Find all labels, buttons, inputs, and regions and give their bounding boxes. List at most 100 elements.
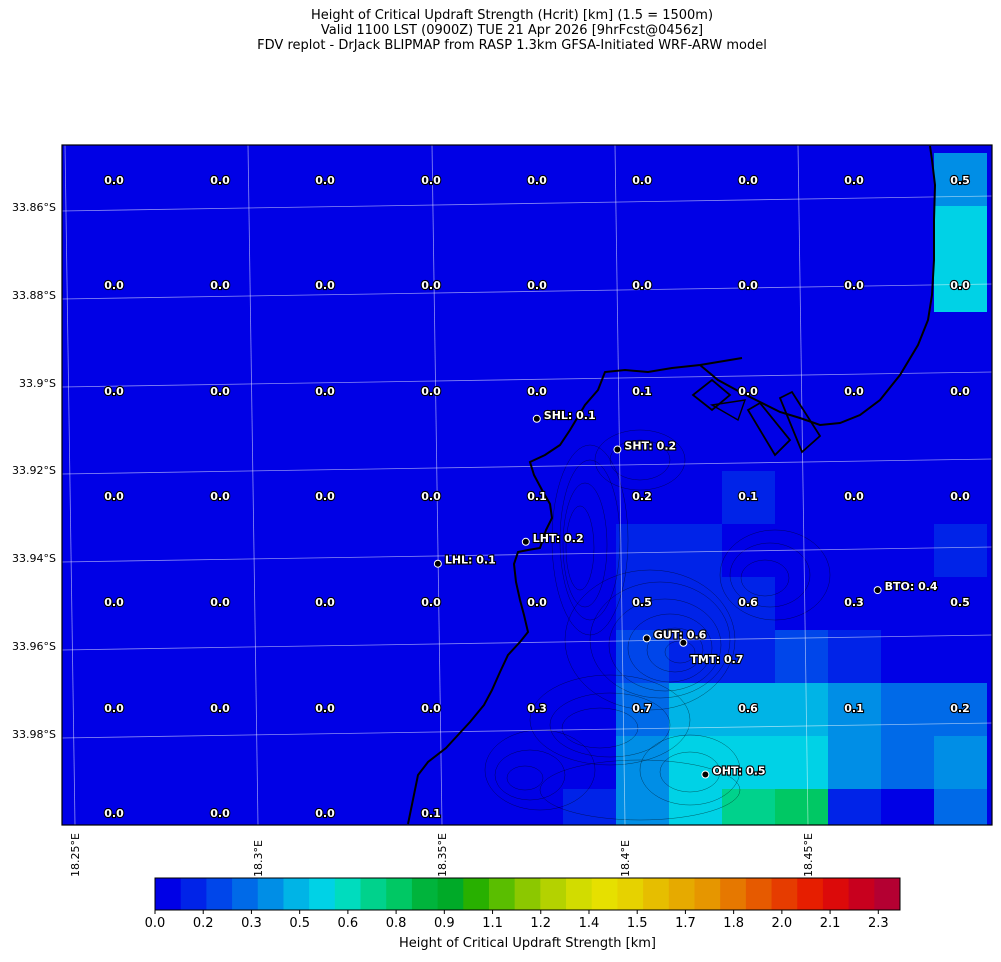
colorbar-tick-label: 1.4 xyxy=(578,916,600,931)
field-cell xyxy=(775,577,828,630)
longitude-label: 18.25°E xyxy=(69,833,82,877)
latitude-label: 33.86°S xyxy=(12,201,56,214)
latitude-label: 33.96°S xyxy=(12,640,56,653)
grid-value-label: 0.0 xyxy=(632,279,652,292)
grid-value-label: 0.1 xyxy=(632,385,652,398)
latitude-label: 33.94°S xyxy=(12,552,56,565)
grid-value-label: 0.5 xyxy=(632,596,652,609)
latitude-line xyxy=(61,458,993,475)
colorbar-swatch xyxy=(334,878,362,910)
station-label: TMT: 0.7 xyxy=(690,653,743,666)
field-cell xyxy=(934,683,987,736)
grid-value-label: 0.0 xyxy=(104,702,124,715)
station-label: SHT: 0.2 xyxy=(624,440,676,453)
grid-value-label: 0.0 xyxy=(210,702,230,715)
longitude-label: 18.35°E xyxy=(436,833,449,877)
grid-value-label: 0.0 xyxy=(104,807,124,820)
field-cell xyxy=(722,471,775,524)
station-marker xyxy=(701,770,710,779)
grid-value-label: 0.2 xyxy=(632,490,652,503)
grid-value-label: 0.6 xyxy=(738,702,758,715)
grid-value-label: 0.5 xyxy=(950,174,970,187)
colorbar-tick-label: 1.8 xyxy=(723,916,744,931)
colorbar-tick-label: 2.0 xyxy=(771,916,793,931)
station-label: LHT: 0.2 xyxy=(533,532,584,545)
colorbar-swatch xyxy=(720,878,747,910)
colorbar-swatch xyxy=(283,878,310,910)
colorbar-label: Height of Critical Updraft Strength [km] xyxy=(399,936,656,951)
colorbar-swatch xyxy=(874,878,901,910)
longitude-label: 18.4°E xyxy=(619,840,632,877)
field-cell xyxy=(669,471,722,524)
field-cell xyxy=(881,630,934,683)
colorbar-swatch xyxy=(257,878,284,910)
grid-value-label: 0.0 xyxy=(738,174,758,187)
colorbar-swatch xyxy=(668,878,695,910)
colorbar-tick-label: 2.1 xyxy=(819,916,841,931)
field-cell xyxy=(775,630,828,683)
terrain-contours xyxy=(484,429,831,821)
grid-value-label: 0.3 xyxy=(527,702,547,715)
grid-value-label: 0.0 xyxy=(315,807,335,820)
latitude-label: 33.98°S xyxy=(12,728,56,741)
field-cell xyxy=(775,789,828,825)
field-cell xyxy=(563,683,616,736)
grid-value-label: 0.0 xyxy=(844,174,864,187)
latitude-line xyxy=(61,195,993,212)
field-cell xyxy=(934,736,987,789)
colorbar-tick-label: 0.8 xyxy=(385,916,407,931)
field-cell xyxy=(563,789,616,825)
colorbar-tick-label: 0.0 xyxy=(144,916,166,931)
colorbar-tick-label: 1.2 xyxy=(530,916,552,931)
field-cell xyxy=(775,683,828,736)
grid-value-label: 0.0 xyxy=(738,279,758,292)
grid-value-label: 0.5 xyxy=(950,596,970,609)
grid-value-label: 0.1 xyxy=(738,490,758,503)
field-cell xyxy=(934,524,987,577)
station-marker xyxy=(613,445,622,454)
colorbar-tick-label: 1.1 xyxy=(482,916,503,931)
field-cell xyxy=(881,789,934,825)
colorbar-swatch xyxy=(488,878,516,910)
field-cell xyxy=(828,683,881,736)
colorbar xyxy=(154,877,901,914)
colorbar-tick-label: 0.3 xyxy=(241,916,262,931)
grid-value-label: 0.7 xyxy=(632,702,652,715)
colorbar-swatch xyxy=(848,878,875,910)
field-cell xyxy=(669,736,722,789)
grid-value-label: 0.0 xyxy=(315,490,335,503)
grid-value-label: 0.0 xyxy=(844,490,864,503)
grid-value-label: 0.0 xyxy=(315,174,335,187)
longitude-line xyxy=(614,144,626,826)
grid-value-label: 0.0 xyxy=(844,385,864,398)
station-marker xyxy=(679,638,688,647)
grid-value-label: 0.0 xyxy=(210,807,230,820)
longitude-line xyxy=(431,144,443,826)
field-cell xyxy=(828,630,881,683)
grid-value-label: 0.0 xyxy=(527,174,547,187)
grid-value-label: 0.0 xyxy=(421,596,441,609)
station-label: LHL: 0.1 xyxy=(445,554,496,567)
grid-value-label: 0.0 xyxy=(527,279,547,292)
field-cell xyxy=(775,471,828,524)
grid-value-label: 0.0 xyxy=(104,279,124,292)
colorbar-swatch xyxy=(514,878,541,910)
longitude-line xyxy=(797,144,809,826)
colorbar-swatch xyxy=(591,878,618,910)
colorbar-swatch xyxy=(566,878,593,910)
field-cell xyxy=(669,524,722,577)
grid-value-label: 0.0 xyxy=(104,596,124,609)
latitude-label: 33.92°S xyxy=(12,464,56,477)
grid-value-label: 0.1 xyxy=(421,807,441,820)
station-label: BTO: 0.4 xyxy=(885,580,938,593)
colorbar-swatch xyxy=(309,878,336,910)
field-cell xyxy=(828,789,881,825)
station-marker xyxy=(532,414,541,423)
grid-value-label: 0.0 xyxy=(210,385,230,398)
colorbar-swatch xyxy=(643,878,670,910)
grid-value-label: 0.0 xyxy=(950,385,970,398)
colorbar-swatch xyxy=(232,878,259,910)
field-cell xyxy=(563,630,616,683)
field-cell xyxy=(563,736,616,789)
